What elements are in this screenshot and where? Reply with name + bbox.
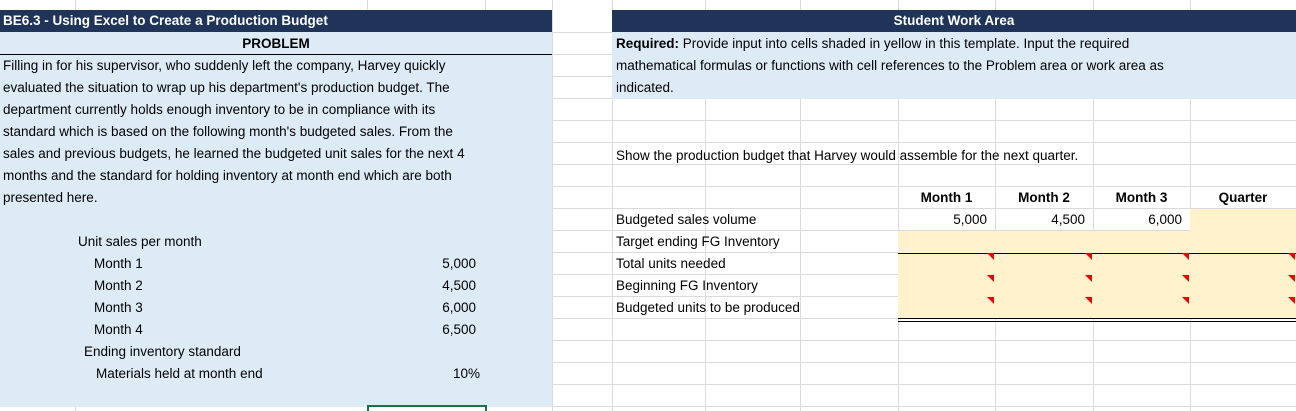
month-label: Month 2 (94, 278, 143, 293)
comment-marker (1085, 275, 1092, 282)
column-header: Quarter (1218, 190, 1268, 205)
row-label: Budgeted sales volume (616, 212, 757, 227)
border (898, 318, 1296, 322)
instruction: Show the production budget that Harvey w… (616, 148, 1079, 163)
comment-marker (1085, 297, 1092, 304)
paragraph-line: months and the standard for holding inve… (3, 168, 452, 183)
required-text: Provide input into cells shaded in yello… (679, 36, 1130, 51)
grid-line (1093, 0, 1094, 411)
comment-marker (1288, 253, 1295, 260)
title-bar (612, 10, 1296, 32)
month-label: Month 1 (94, 256, 143, 271)
comment-marker (1085, 253, 1092, 260)
label: Ending inventory standard (84, 344, 241, 359)
grid-line (612, 0, 613, 411)
grid-line (898, 0, 899, 411)
row-label: Target ending FG Inventory (616, 234, 780, 249)
selection (367, 405, 487, 411)
cell-value: 6,000 (1148, 212, 1182, 227)
month-value: 6,500 (442, 322, 476, 337)
work-title: Student Work Area (893, 13, 1015, 28)
row-label: Total units needed (616, 256, 726, 271)
input-cell (1190, 209, 1296, 231)
cell-value: 4,500 (1051, 212, 1085, 227)
column-header: Month 1 (920, 190, 973, 205)
grid-line (1190, 0, 1191, 411)
grid-line (705, 0, 706, 411)
column-header: Month 2 (1018, 190, 1070, 205)
grid-line (995, 0, 996, 411)
month-value: 4,500 (442, 278, 476, 293)
month-label: Month 3 (94, 300, 143, 315)
input-cell (898, 231, 1296, 319)
comment-marker (987, 297, 994, 304)
label: Materials held at month end (96, 366, 263, 381)
paragraph-line: evaluated the situation to wrap up his d… (3, 80, 450, 95)
month-value: 6,000 (442, 300, 476, 315)
grid-line (800, 0, 801, 411)
grid-line (552, 0, 553, 411)
paragraph-line: department currently holds enough invent… (3, 102, 436, 117)
required-label: Required: (616, 36, 680, 51)
comment-marker (1288, 297, 1295, 304)
comment-marker (1288, 275, 1295, 282)
comment-marker (1182, 275, 1189, 282)
title: BE6.3 - Using Excel to Create a Producti… (3, 13, 328, 28)
column-header: Month 3 (1115, 190, 1168, 205)
border (898, 253, 1296, 254)
comment-marker (1182, 253, 1189, 260)
required-line: Required: Provide input into cells shade… (616, 33, 1129, 55)
month-label: Month 4 (94, 322, 143, 337)
comment-marker (987, 253, 994, 260)
label: Unit sales per month (78, 234, 202, 249)
row-label: Beginning FG Inventory (616, 278, 758, 293)
month-value: 5,000 (442, 256, 476, 271)
title-bar (0, 10, 552, 32)
row-label: Budgeted units to be produced (616, 300, 800, 315)
comment-marker (987, 275, 994, 282)
cell-value: 5,000 (953, 212, 987, 227)
paragraph-line: Filling in for his supervisor, who sudde… (3, 58, 446, 73)
paragraph-line: sales and previous budgets, he learned t… (3, 146, 465, 161)
required-line: indicated. (616, 80, 674, 95)
required-line: mathematical formulas or functions with … (616, 58, 1164, 73)
value: 10% (452, 366, 480, 381)
section: PROBLEM (0, 33, 552, 55)
paragraph-line: standard which is based on the following… (3, 124, 453, 139)
paragraph-line: presented here. (3, 190, 98, 205)
problem-panel (0, 10, 552, 407)
comment-marker (1182, 297, 1189, 304)
